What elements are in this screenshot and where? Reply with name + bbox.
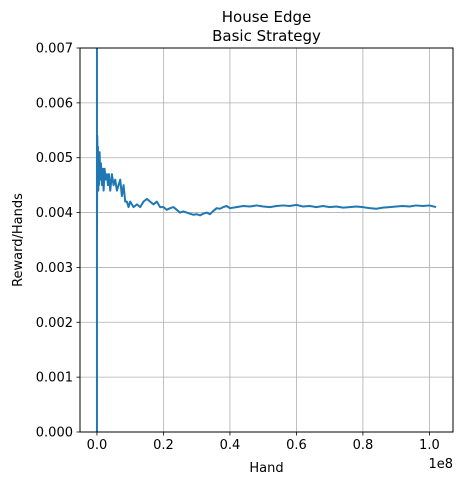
y-tick-label: 0.000 <box>36 426 73 441</box>
plot-frame <box>79 47 454 433</box>
y-tick-label: 0.005 <box>36 151 73 166</box>
y-axis-label: Reward/Hands <box>11 193 26 287</box>
y-tick-label: 0.003 <box>36 261 73 276</box>
x-axis-label: Hand <box>249 461 283 476</box>
y-tick-label: 0.002 <box>36 316 73 331</box>
y-tick-label: 0.006 <box>36 96 73 111</box>
x-tick-label: 0.4 <box>220 438 241 453</box>
x-tick-label: 0.6 <box>286 438 307 453</box>
x-tick-label: 0.8 <box>353 438 374 453</box>
x-tick-label: 0.2 <box>153 438 174 453</box>
chart-title: House Edge <box>222 8 312 26</box>
x-axis-offset-label: 1e8 <box>428 457 453 472</box>
x-tick-label: 0.0 <box>87 438 108 453</box>
series-line <box>95 48 437 432</box>
y-tick-label: 0.004 <box>36 206 73 221</box>
y-tick-label: 0.007 <box>36 42 73 57</box>
x-tick-label: 1.0 <box>419 438 440 453</box>
ticks: 0.0 0.2 0.4 0.6 0.8 1.0 0.000 0.001 0.002 0.003 0.… <box>36 42 440 454</box>
chart-subtitle: Basic Strategy <box>212 27 321 45</box>
series-layer <box>95 48 437 432</box>
y-tick-label: 0.001 <box>36 371 73 386</box>
